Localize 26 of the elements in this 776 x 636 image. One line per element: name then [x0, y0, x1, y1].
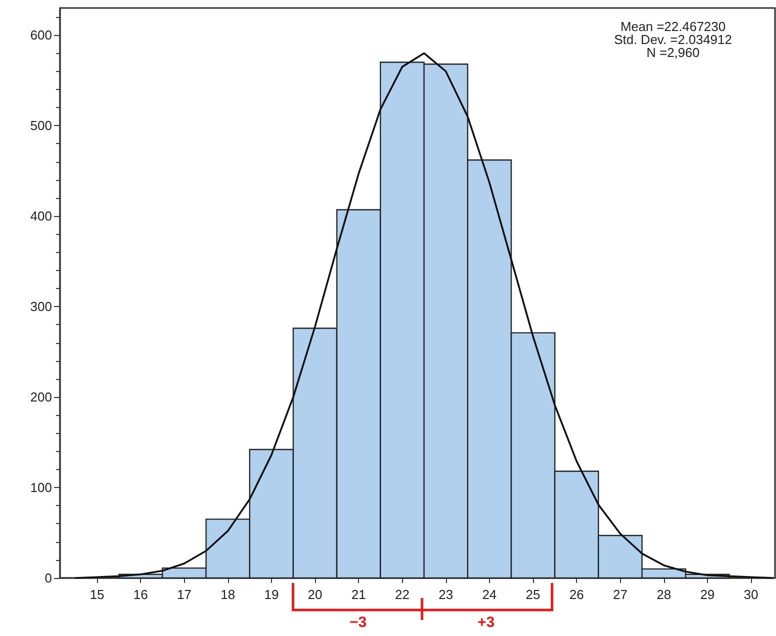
- x-tick-label: 18: [220, 587, 236, 602]
- annotation: Mean =22.467230 Std. Dev. =2.034912 N =2,960: [614, 19, 732, 60]
- x-tick-label: 25: [526, 587, 540, 602]
- y-tick-label: 600: [30, 28, 52, 43]
- y-tick-label: 100: [30, 480, 52, 496]
- y-tick-label: 500: [30, 118, 52, 134]
- x-tick-label: 24: [482, 587, 497, 602]
- x-tick-label: 29: [700, 587, 715, 602]
- y-tick-label: 0: [44, 570, 52, 586]
- text: −3: [349, 614, 367, 631]
- x-tick-label: 16: [133, 587, 148, 602]
- x-tick-label: 20: [308, 587, 322, 602]
- x-tick-label: 22: [395, 587, 410, 602]
- x-tick-label: 30: [744, 587, 758, 602]
- y-tick-label: 300: [30, 299, 52, 314]
- x-tick-label: 26: [569, 587, 584, 602]
- x-tick-label: 15: [90, 587, 104, 602]
- x-tick-label: 23: [438, 587, 454, 602]
- x-tick-label: 21: [351, 587, 366, 602]
- x-tick-label: 28: [656, 587, 672, 602]
- x-tick-label: 27: [612, 587, 628, 602]
- x-tick-label: 19: [264, 587, 279, 602]
- y-tick-label: 400: [30, 208, 52, 224]
- x-tick-label: 17: [177, 587, 192, 602]
- text: +3: [477, 614, 495, 631]
- y-tick-label: 200: [30, 390, 52, 405]
